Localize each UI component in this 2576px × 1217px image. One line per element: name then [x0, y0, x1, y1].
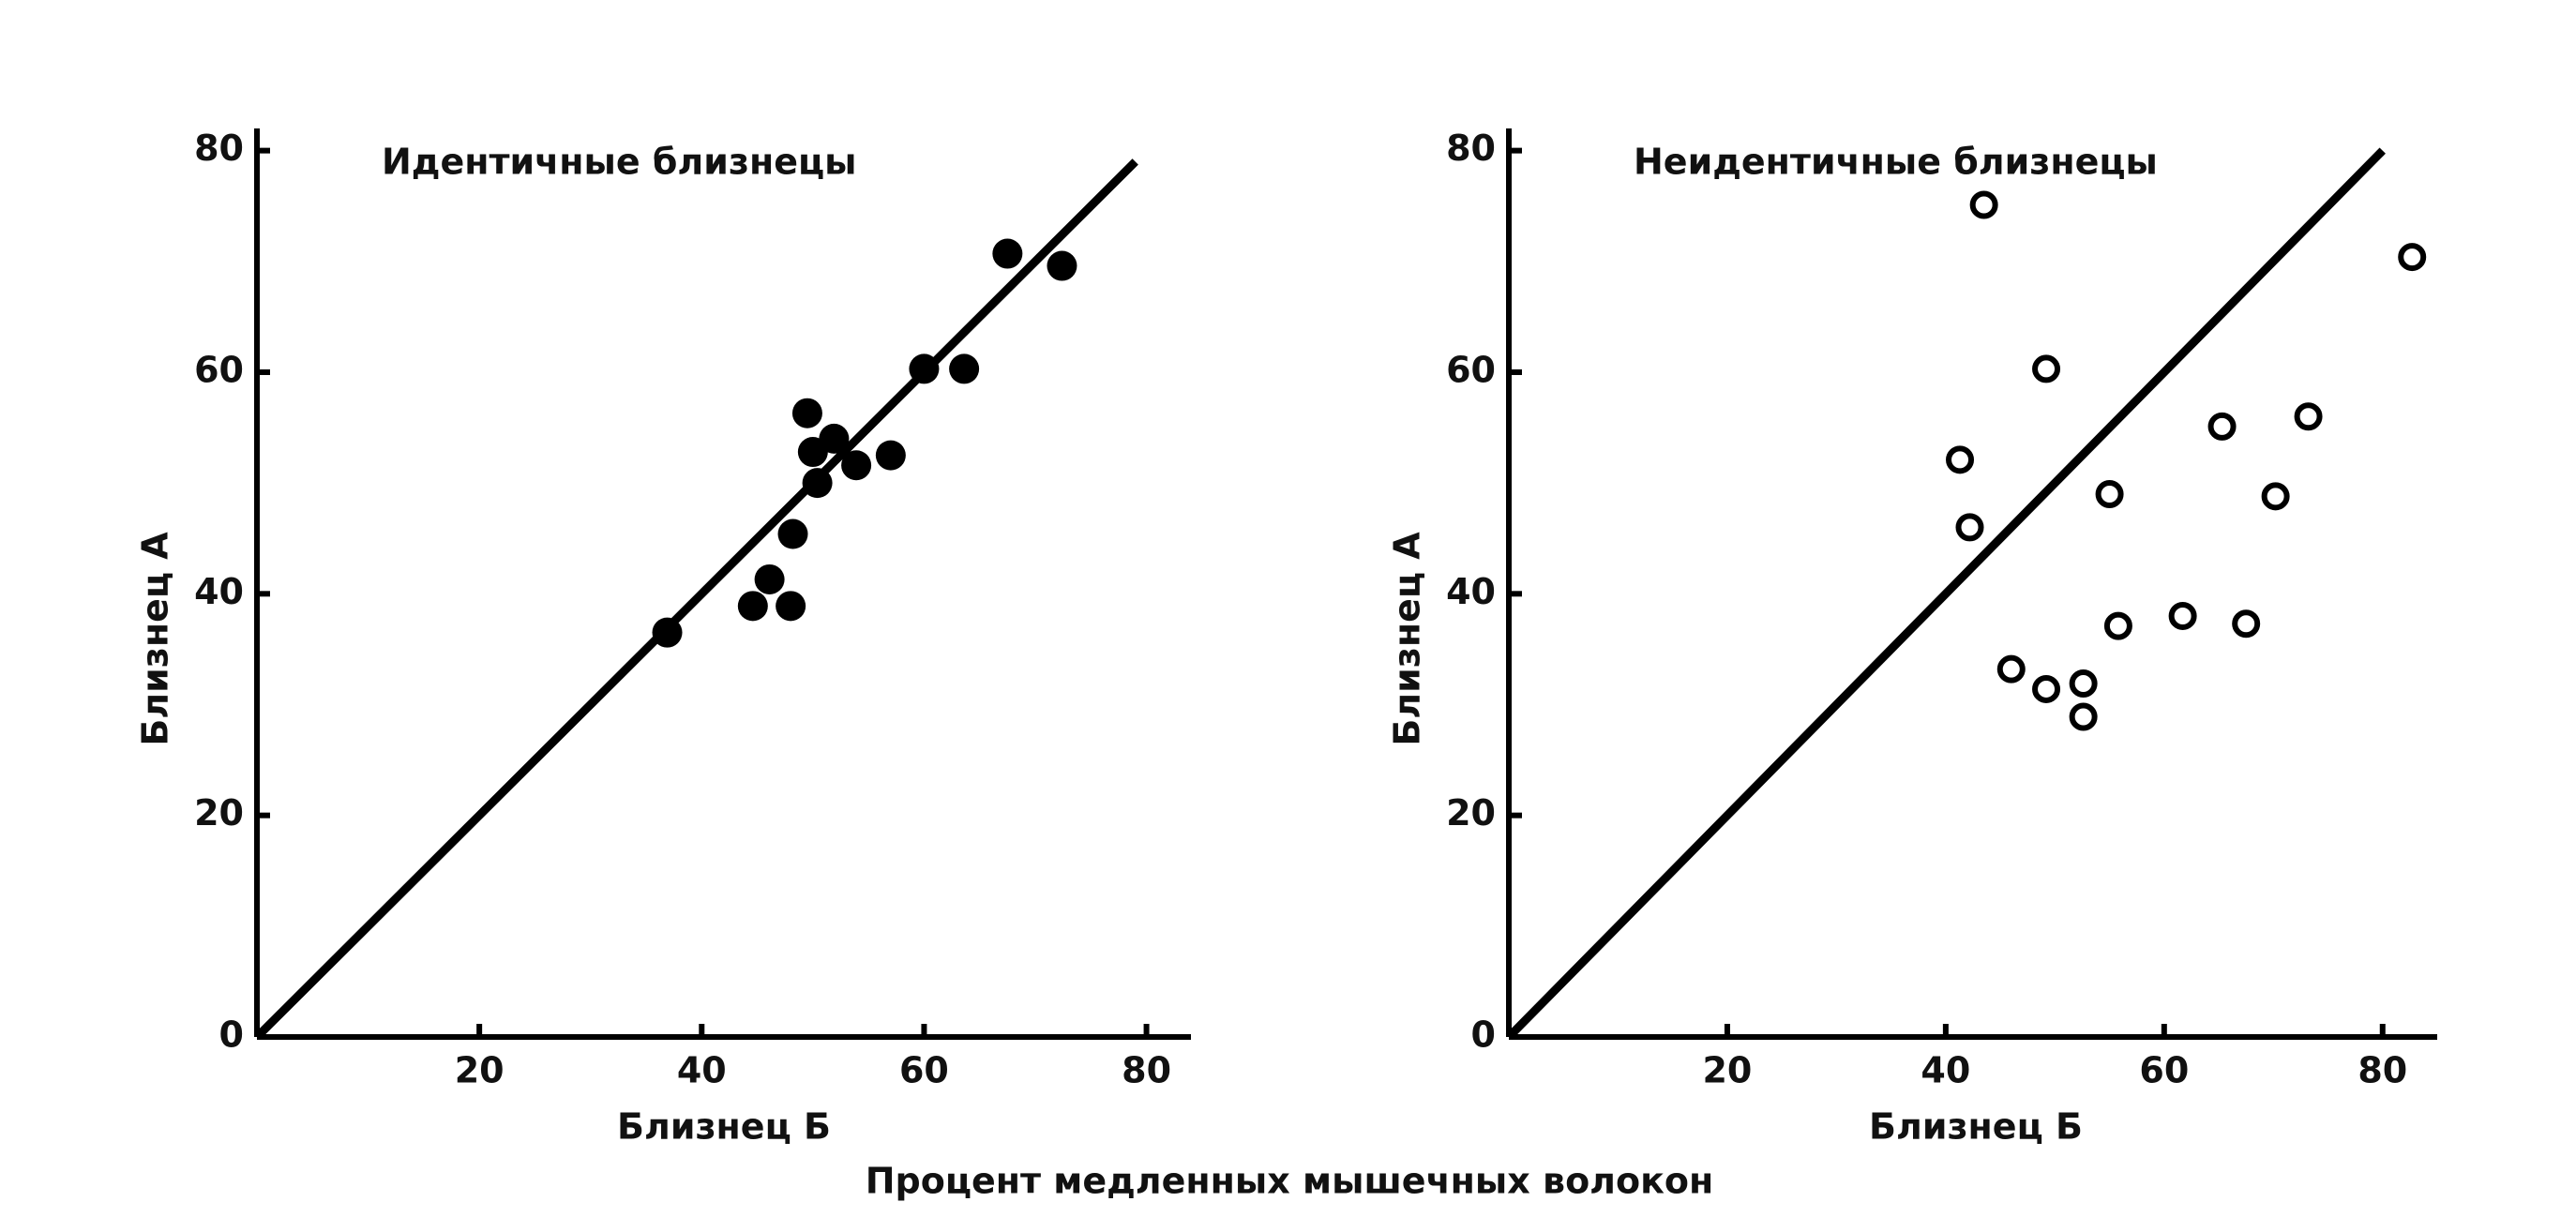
caption: Процент медленных мышечных волокон — [866, 1161, 1714, 1202]
point — [1047, 250, 1077, 281]
x-axis-label: Близнец Б — [1869, 1106, 2083, 1148]
point — [2069, 702, 2098, 731]
point — [1946, 445, 1975, 474]
point — [737, 591, 768, 622]
x-tick-label: 20 — [1702, 1050, 1752, 1091]
point — [2294, 402, 2323, 431]
point — [2261, 482, 2290, 511]
point — [2232, 609, 2261, 639]
y-tick-label: 0 — [219, 1014, 244, 1056]
y-tick-label: 40 — [1446, 571, 1496, 612]
y-axis-label: Близнец А — [1387, 532, 1428, 746]
point — [652, 617, 683, 648]
point — [1996, 654, 2026, 684]
point — [2095, 479, 2124, 508]
y-tick-label: 40 — [194, 571, 244, 612]
point — [875, 440, 906, 471]
point — [777, 518, 808, 549]
point — [909, 353, 940, 384]
point — [776, 591, 806, 622]
chart-title: Идентичные близнецы — [382, 142, 857, 183]
x-tick-label: 40 — [1921, 1050, 1970, 1091]
y-tick-label: 20 — [1446, 792, 1496, 834]
x-tick-label: 80 — [2358, 1050, 2407, 1091]
point — [2168, 601, 2197, 630]
x-tick-label: 60 — [2139, 1050, 2189, 1091]
point — [1955, 513, 1984, 542]
point — [802, 468, 833, 499]
y-axis-label: Близнец А — [135, 532, 176, 746]
point — [819, 423, 850, 454]
point — [1969, 190, 1998, 219]
x-tick-label: 20 — [455, 1050, 505, 1091]
point — [791, 398, 822, 428]
diagonal-line — [1505, 147, 2386, 1041]
y-tick-label: 80 — [1446, 128, 1496, 169]
y-tick-label: 60 — [1446, 349, 1496, 390]
x-axis-label: Близнец Б — [617, 1106, 831, 1148]
point — [2103, 611, 2132, 640]
diagonal-line — [253, 158, 1138, 1041]
point — [2207, 412, 2237, 441]
point — [841, 450, 872, 481]
y-tick-label: 80 — [194, 128, 244, 169]
chart-title: Неидентичные близнецы — [1634, 142, 2158, 183]
y-tick-label: 20 — [194, 792, 244, 834]
y-tick-label: 0 — [1471, 1014, 1496, 1056]
x-tick-label: 60 — [899, 1050, 949, 1091]
point — [2069, 669, 2098, 699]
point — [992, 238, 1023, 269]
point — [2032, 354, 2061, 383]
x-tick-label: 40 — [677, 1050, 727, 1091]
point — [949, 353, 980, 384]
point — [754, 563, 785, 594]
point — [2398, 243, 2427, 272]
y-tick-label: 60 — [194, 349, 244, 390]
point — [2032, 674, 2061, 703]
x-tick-label: 80 — [1122, 1050, 1171, 1091]
